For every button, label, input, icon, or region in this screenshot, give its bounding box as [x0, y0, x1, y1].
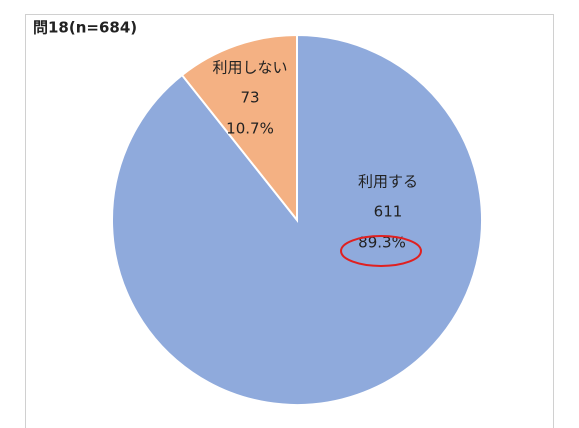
data-labels: 利用する 611 89.3% 利用しない 73 10.7% [212, 59, 418, 252]
slice-percent-label: 89.3% [358, 234, 406, 252]
pie-slice [111, 33, 483, 406]
slice-category-label: 利用する [358, 173, 418, 191]
chart-title: 問18(n=684) [33, 19, 137, 37]
pie-slice [180, 33, 298, 223]
highlight-ellipse [340, 235, 422, 267]
pie [111, 33, 483, 406]
slice-percent-label: 10.7% [226, 120, 274, 138]
slice-value-label: 611 [374, 203, 403, 221]
slice-category-label: 利用しない [212, 59, 287, 77]
slice-value-label: 73 [240, 89, 259, 107]
